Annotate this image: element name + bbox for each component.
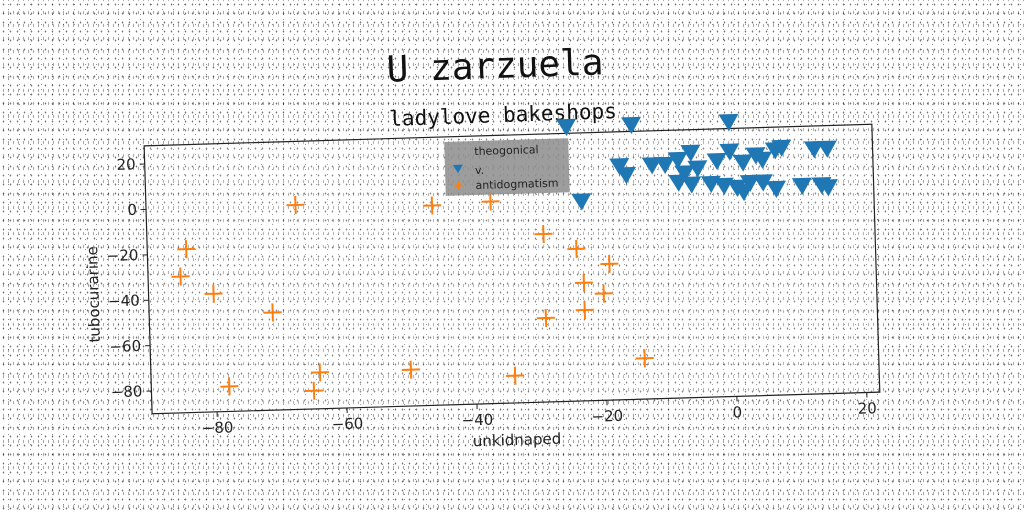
data-point-plus — [304, 381, 324, 400]
y-tick-label: 0 — [127, 201, 137, 219]
data-marks — [171, 113, 838, 400]
legend-label: antidogmatism — [475, 177, 558, 192]
data-point-plus — [423, 196, 442, 215]
data-point-triangle — [556, 118, 577, 137]
data-point-triangle — [752, 151, 773, 169]
data-point-triangle — [641, 157, 662, 175]
data-point-plus — [567, 239, 586, 258]
data-point-triangle — [719, 143, 740, 161]
y-tick-label: −60 — [109, 337, 141, 356]
data-point-triangle — [654, 156, 675, 174]
y-tick-label: −20 — [106, 246, 138, 265]
y-tick-label: 20 — [116, 155, 136, 174]
data-point-triangle — [621, 116, 642, 135]
data-point-plus — [220, 377, 239, 396]
data-point-plus — [534, 224, 553, 244]
data-point-plus — [574, 273, 593, 292]
data-point-plus — [575, 300, 594, 320]
y-axis: 20 0 −20 −40 −60 −80 — [106, 155, 152, 401]
legend-marker-triangle — [452, 164, 463, 174]
data-point-triangle — [706, 152, 727, 171]
data-point-plus — [401, 360, 420, 379]
data-point-triangle — [687, 160, 708, 178]
x-axis: −80 −60 −40 −20 0 20 — [201, 392, 877, 437]
data-point-plus — [506, 366, 525, 385]
data-point-plus — [204, 284, 223, 303]
data-point-plus — [171, 267, 190, 286]
plot-frame — [143, 123, 881, 415]
data-point-triangle — [733, 183, 754, 202]
data-point-triangle — [571, 193, 592, 211]
data-point-triangle — [732, 154, 753, 172]
x-tick-label: −60 — [331, 414, 363, 433]
legend-box — [444, 138, 570, 196]
data-point-triangle — [765, 180, 786, 198]
data-point-triangle — [817, 179, 838, 197]
y-tick-label: −80 — [111, 382, 143, 401]
plot-area: −80 −60 −40 −20 0 20 20 0 −20 −40 −60 −80 unkidnap… — [83, 113, 881, 451]
legend-label: v. — [475, 164, 485, 177]
y-tick-label: −40 — [108, 292, 140, 311]
data-point-plus — [536, 308, 555, 328]
x-tick-label: −20 — [591, 407, 623, 426]
legend-marker-plus — [454, 181, 463, 190]
data-point-triangle — [609, 158, 630, 176]
data-point-triangle — [739, 174, 760, 192]
data-point-triangle — [816, 140, 837, 158]
data-point-triangle — [771, 139, 792, 157]
y-axis-label: tubocurarine — [83, 246, 104, 343]
data-point-triangle — [803, 140, 824, 159]
data-point-plus — [310, 363, 329, 382]
legend: theogonical v.antidogmatism — [444, 138, 570, 196]
data-point-plus — [481, 192, 500, 211]
x-tick-label: 0 — [732, 403, 742, 421]
x-tick-label: 20 — [857, 399, 877, 418]
data-point-plus — [286, 195, 305, 215]
data-point-plus — [263, 303, 282, 322]
data-point-triangle — [680, 144, 701, 162]
x-tick-label: −40 — [461, 411, 493, 430]
data-point-triangle — [681, 176, 702, 194]
data-point-triangle — [752, 174, 773, 192]
chart-subtitle: ladylove bakeshops — [389, 99, 617, 131]
legend-title: theogonical — [474, 143, 539, 158]
data-point-plus — [635, 349, 654, 368]
data-point-plus — [177, 240, 196, 259]
chart-title: U zarzuela — [386, 42, 604, 91]
data-point-triangle — [667, 151, 688, 170]
data-point-triangle — [718, 113, 739, 132]
x-axis-label: unkidnaped — [473, 430, 562, 451]
data-point-triangle — [674, 165, 695, 183]
data-point-plus — [600, 254, 619, 273]
x-tick-label: −80 — [201, 418, 233, 437]
data-point-triangle — [791, 177, 812, 195]
data-point-plus — [594, 284, 613, 303]
data-point-triangle — [616, 166, 636, 185]
